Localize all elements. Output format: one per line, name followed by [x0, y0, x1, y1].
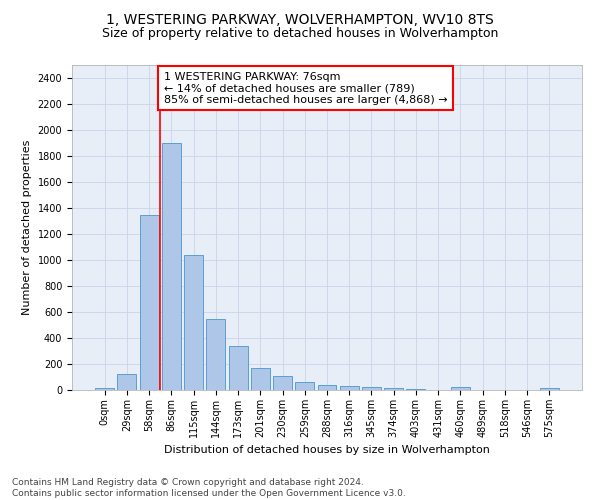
Bar — [451, 388, 470, 390]
Bar — [295, 382, 314, 390]
Text: Size of property relative to detached houses in Wolverhampton: Size of property relative to detached ho… — [102, 28, 498, 40]
Bar — [95, 388, 114, 390]
Text: 1, WESTERING PARKWAY, WOLVERHAMPTON, WV10 8TS: 1, WESTERING PARKWAY, WOLVERHAMPTON, WV1… — [106, 12, 494, 26]
Text: 1 WESTERING PARKWAY: 76sqm
← 14% of detached houses are smaller (789)
85% of sem: 1 WESTERING PARKWAY: 76sqm ← 14% of deta… — [164, 72, 447, 104]
Bar — [273, 376, 292, 390]
Bar — [384, 388, 403, 390]
Bar — [251, 368, 270, 390]
Bar — [184, 255, 203, 390]
Bar — [340, 386, 359, 390]
Bar — [317, 385, 337, 390]
Bar — [118, 374, 136, 390]
Bar — [540, 388, 559, 390]
Bar — [140, 214, 158, 390]
Y-axis label: Number of detached properties: Number of detached properties — [22, 140, 32, 315]
Text: Contains HM Land Registry data © Crown copyright and database right 2024.
Contai: Contains HM Land Registry data © Crown c… — [12, 478, 406, 498]
Bar — [206, 319, 225, 390]
Bar — [162, 143, 181, 390]
Bar — [362, 387, 381, 390]
Bar — [229, 346, 248, 390]
Bar — [406, 388, 425, 390]
X-axis label: Distribution of detached houses by size in Wolverhampton: Distribution of detached houses by size … — [164, 446, 490, 456]
